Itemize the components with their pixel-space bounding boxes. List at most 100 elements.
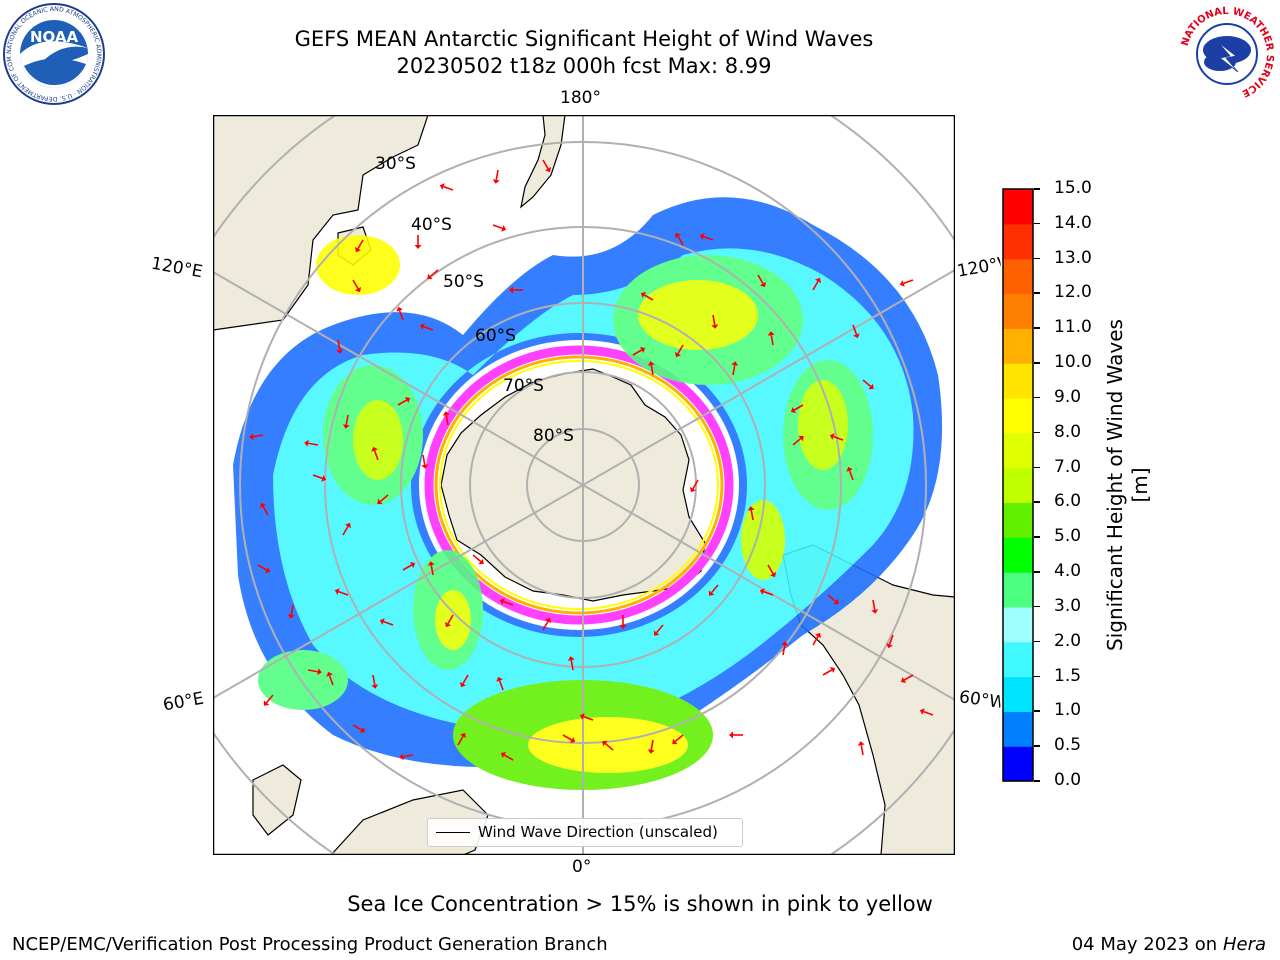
- wave-direction-arrow-head: [871, 609, 879, 614]
- wave-direction-arrow-head: [639, 346, 646, 354]
- wave-direction-arrow-head: [759, 281, 767, 288]
- chart-title: GEFS MEAN Antarctic Significant Height o…: [294, 27, 874, 51]
- wave-direction-arrow-head: [833, 598, 839, 605]
- lat-label-70: 70°S: [503, 376, 544, 396]
- colorbar-tick-mark: [1034, 188, 1040, 190]
- australia-land: [213, 115, 429, 331]
- wave-direction-arrow-head: [344, 522, 352, 529]
- wave-direction-arrow-shaft: [462, 674, 469, 685]
- wave-direction-arrow-head: [459, 732, 467, 739]
- wave-patch-drake: [741, 500, 785, 580]
- colorbar-tick-label: 6.0: [1054, 491, 1082, 512]
- wave-direction-arrow-head: [442, 411, 450, 416]
- wave-direction-arrow-shaft: [429, 269, 439, 278]
- wave-direction-arrow-shaft: [308, 442, 319, 446]
- wave-direction-arrow-head: [647, 361, 655, 366]
- colorbar-tick-mark: [1034, 362, 1040, 364]
- wave-direction-arrow-shaft: [757, 274, 764, 285]
- wave-direction-arrow-shaft: [793, 404, 804, 411]
- wave-direction-arrow-shaft: [710, 584, 719, 594]
- colorbar-tick-mark: [1034, 675, 1040, 678]
- wave-direction-arrow-head: [444, 621, 452, 628]
- wave-direction-arrow-shaft: [430, 565, 434, 576]
- wave-direction-arrow-head: [496, 676, 503, 682]
- wave-direction-arrow-shaft: [692, 479, 699, 490]
- wave-direction-arrow-shaft: [923, 710, 934, 716]
- colorbar-tick-label: 11.0: [1054, 317, 1092, 338]
- wave-direction-arrow-shaft: [903, 279, 914, 285]
- wave-direction-arrow-shaft: [447, 614, 454, 625]
- wave-direction-arrow-shaft: [833, 435, 844, 441]
- colorbar-segment: [1003, 606, 1033, 643]
- lat-label-50: 50°S: [443, 272, 484, 292]
- colorbar-tick-mark: [1034, 466, 1040, 469]
- wave-direction-arrow-head: [371, 446, 378, 452]
- wave-direction-arrow-shaft: [750, 510, 754, 521]
- wave-direction-arrow-head: [459, 681, 467, 688]
- latitude-labels: 30°S 40°S 50°S 60°S 70°S 80°S: [375, 154, 574, 446]
- colorbar-segment: [1003, 223, 1033, 260]
- wave-direction-arrow-head: [798, 435, 804, 442]
- wave-direction-arrow-head: [404, 396, 411, 404]
- wave-direction-arrow-shaft: [307, 669, 318, 673]
- wave-direction-arrow-head: [674, 351, 682, 358]
- wave-direction-arrow-shaft: [782, 645, 786, 656]
- wave-direction-arrow-shaft: [373, 450, 379, 461]
- footer-date: 04 May 2023 on Hera: [1072, 934, 1266, 955]
- colorbar-segment: [1003, 293, 1033, 329]
- wave-direction-arrow-shaft: [328, 675, 334, 686]
- wave-direction-arrow-shaft: [872, 599, 876, 610]
- wave-direction-arrow-head: [919, 708, 925, 715]
- colorbar-tick-mark: [1034, 780, 1040, 782]
- colorbar-segment: [1003, 676, 1033, 712]
- footer-date-text: 04 May 2023 on: [1071, 934, 1218, 955]
- wave-direction-arrow-shaft: [398, 310, 404, 321]
- wave-direction-arrow-head: [419, 323, 425, 330]
- wave-direction-arrow-head: [759, 588, 765, 595]
- colorbar-segment: [1003, 258, 1033, 295]
- wave-direction-arrow-shaft: [383, 620, 394, 626]
- wave-direction-arrow-shaft: [253, 434, 264, 438]
- lat-label-60: 60°S: [475, 326, 516, 346]
- wave-direction-arrow-head: [336, 349, 344, 354]
- wave-direction-arrow-shaft: [650, 739, 654, 750]
- colorbar-tick-label: 13.0: [1054, 247, 1092, 268]
- wave-direction-arrow-shaft: [443, 185, 454, 191]
- wave-direction-arrow-shaft: [583, 715, 594, 721]
- wave-direction-arrow-head: [342, 424, 350, 429]
- polar-map: 30°S 40°S 50°S 60°S 70°S 80°S: [213, 115, 955, 855]
- wave-direction-arrow-head: [249, 433, 254, 441]
- wave-direction-arrow-shaft: [542, 159, 549, 170]
- wave-direction-arrow-head: [379, 618, 385, 625]
- wave-direction-arrow-head: [814, 277, 822, 284]
- colorbar-tick-label: 4.0: [1054, 561, 1082, 582]
- wave-direction-arrow-shaft: [655, 624, 664, 634]
- wave-direction-arrow-shaft: [677, 344, 684, 355]
- wave-direction-arrow-head: [814, 632, 822, 639]
- wave-direction-arrow-shaft: [345, 414, 349, 425]
- wave-direction-arrow-head: [304, 439, 309, 447]
- colorbar-tick-mark: [1034, 222, 1040, 225]
- wave-direction-arrow-head: [509, 286, 513, 294]
- wave-direction-arrow-head: [619, 625, 627, 629]
- wave-patch-indian-core: [353, 400, 403, 480]
- colorbar-tick-label: 5.0: [1054, 526, 1082, 547]
- wave-direction-arrow-head: [729, 731, 733, 739]
- colorbar: [1002, 188, 1034, 782]
- wave-direction-arrow-shaft: [445, 415, 449, 426]
- lat-label-80: 80°S: [533, 426, 574, 446]
- wave-direction-arrow-shaft: [812, 280, 819, 291]
- colorbar-tick-mark: [1034, 327, 1040, 329]
- wave-direction-arrow-head: [579, 713, 585, 720]
- map-frame: [213, 115, 955, 855]
- wave-direction-arrow-shaft: [397, 399, 408, 406]
- wave-direction-arrow-head: [321, 475, 327, 482]
- wave-direction-arrow-shaft: [503, 600, 514, 606]
- nws-logo: NATIONAL WEATHER SERVICE: [1180, 6, 1275, 101]
- colorbar-segment: [1003, 189, 1033, 225]
- wave-direction-arrow-shaft: [903, 674, 914, 681]
- wave-patch-tasman: [316, 235, 400, 295]
- lon-label-120w: 120°W: [955, 254, 1003, 282]
- wave-direction-arrow-head: [653, 630, 660, 636]
- colorbar-segment: [1003, 641, 1033, 678]
